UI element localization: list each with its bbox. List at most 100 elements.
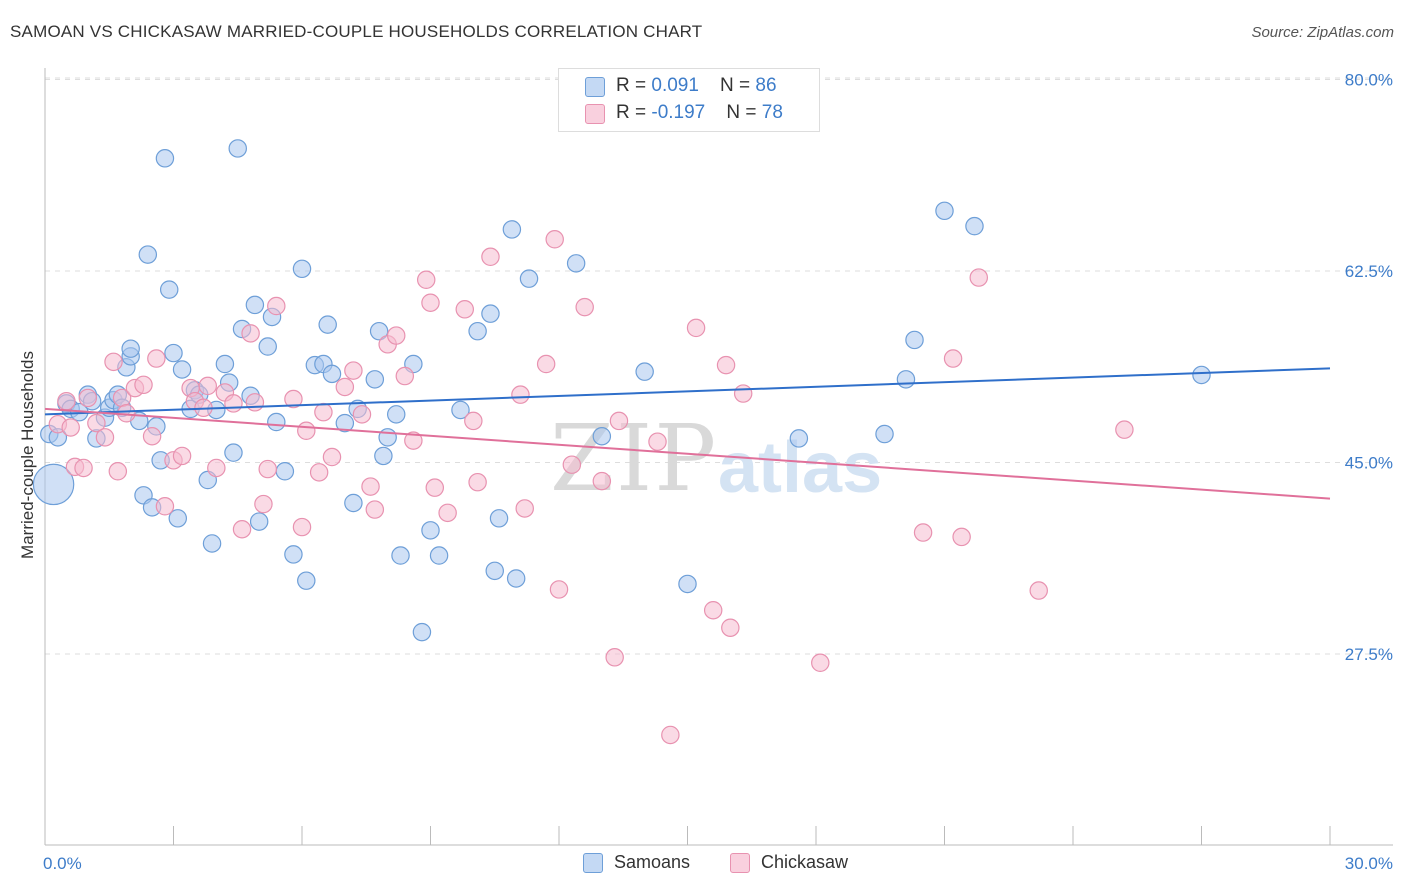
- chickasaw-point: [142, 426, 162, 446]
- samoans-point: [335, 413, 355, 433]
- chickasaw-point: [969, 268, 989, 287]
- legend-n-label: N =: [720, 75, 756, 96]
- samoans-point: [1192, 365, 1211, 385]
- chickasaw-point: [425, 478, 445, 497]
- y-tick-label-1: 45.0%: [1345, 454, 1393, 473]
- chickasaw-point: [232, 520, 252, 539]
- chickasaw-point: [943, 349, 963, 368]
- samoans-points: [32, 139, 1211, 642]
- samoans-point: [228, 139, 247, 158]
- samoans-point: [386, 405, 406, 424]
- legend-label-chickasaw: Chickasaw: [761, 852, 849, 872]
- chickasaw-point: [811, 653, 830, 672]
- chickasaw-point: [87, 413, 106, 433]
- chickasaw-point: [309, 463, 329, 482]
- chickasaw-point: [386, 326, 406, 345]
- chickasaw-point: [575, 297, 594, 317]
- chickasaw-point: [57, 391, 76, 411]
- samoans-point: [506, 569, 526, 588]
- chickasaw-point: [108, 462, 128, 481]
- chickasaw-point: [172, 446, 192, 466]
- samoans-point: [121, 339, 140, 358]
- chickasaw-point: [721, 618, 740, 637]
- chickasaw-point: [78, 388, 98, 408]
- y-tick-labels: 27.5% 45.0% 62.5% 80.0%: [1345, 71, 1393, 665]
- chickasaw-point: [155, 497, 175, 516]
- chickasaw-point: [468, 472, 487, 492]
- samoans-point: [172, 360, 192, 379]
- legend-label-samoans: Samoans: [614, 852, 691, 872]
- chickasaw-point: [352, 405, 372, 424]
- chickasaw-point: [404, 431, 423, 450]
- samoans-point: [215, 354, 235, 374]
- chickasaw-point: [207, 458, 226, 478]
- chickasaw-point: [1115, 420, 1134, 439]
- chickasaw-swatch: [730, 853, 750, 873]
- samoans-point: [292, 259, 312, 279]
- chickasaw-point: [395, 366, 415, 386]
- x-tick-label-30: 30.0%: [1345, 854, 1393, 873]
- source-label: Source: ZipAtlas.com: [1251, 24, 1394, 41]
- chickasaw-point: [267, 296, 286, 316]
- chickasaw-point: [284, 389, 303, 409]
- samoans-point: [224, 443, 243, 462]
- samoans-point: [284, 545, 303, 564]
- samoans-point: [451, 400, 470, 420]
- legend-r-value-samoans: 0.091: [651, 75, 699, 96]
- chickasaw-point: [61, 418, 80, 437]
- samoans-point: [429, 546, 449, 565]
- samoans-point: [566, 254, 586, 273]
- chickasaw-point: [605, 648, 624, 667]
- x-tick-label-0: 0.0%: [43, 854, 82, 873]
- chickasaw-point: [609, 411, 629, 431]
- chickasaw-points: [48, 230, 1134, 745]
- chickasaw-point: [549, 580, 569, 599]
- samoans-point: [592, 426, 612, 446]
- legend-r-label: R =: [616, 102, 652, 123]
- chickasaw-point: [245, 393, 265, 412]
- samoans-point: [365, 370, 385, 389]
- chickasaw-point: [464, 411, 483, 431]
- chickasaw-point: [733, 384, 753, 403]
- samoans-point: [155, 149, 175, 168]
- chickasaw-point: [95, 428, 115, 447]
- samoans-point: [789, 429, 809, 448]
- samoans-point: [138, 245, 158, 264]
- samoans-point: [374, 446, 393, 466]
- chickasaw-point: [365, 500, 385, 519]
- chickasaw-point: [438, 503, 457, 523]
- samoans-point: [502, 220, 522, 239]
- chickasaw-point: [104, 352, 123, 372]
- samoans-point: [635, 362, 654, 381]
- chickasaw-point: [703, 600, 723, 620]
- chickasaw-point: [134, 375, 153, 395]
- chickasaw-point: [344, 361, 363, 380]
- chickasaw-point: [455, 300, 475, 319]
- samoans-point: [258, 337, 277, 356]
- axes: [44, 68, 1393, 846]
- samoans-point: [344, 493, 363, 513]
- samoans-point: [168, 509, 188, 528]
- samoans-point: [965, 216, 984, 236]
- samoans-point: [896, 370, 916, 389]
- chickasaw-point: [511, 385, 530, 404]
- chickasaw-point: [716, 355, 736, 375]
- samoans-point: [249, 512, 269, 531]
- chickasaw-point: [481, 247, 500, 267]
- samoans-point: [489, 509, 509, 528]
- samoans-point: [378, 428, 397, 447]
- chickasaw-point: [421, 293, 440, 312]
- samoans-point: [275, 462, 295, 481]
- chickasaw-point: [661, 725, 680, 745]
- chickasaw-point: [147, 349, 166, 368]
- samoans-trend-line: [44, 367, 1331, 416]
- chickasaw-point: [254, 494, 273, 514]
- y-tick-label-3: 80.0%: [1345, 71, 1393, 90]
- chickasaw-point: [361, 477, 380, 496]
- correlation-legend: R = 0.091 N = 86 R = -0.197 N = 78: [558, 68, 820, 132]
- samoans-point: [318, 315, 337, 334]
- chickasaw-point: [314, 402, 333, 422]
- chickasaw-point: [335, 377, 355, 397]
- samoans-point: [32, 463, 75, 506]
